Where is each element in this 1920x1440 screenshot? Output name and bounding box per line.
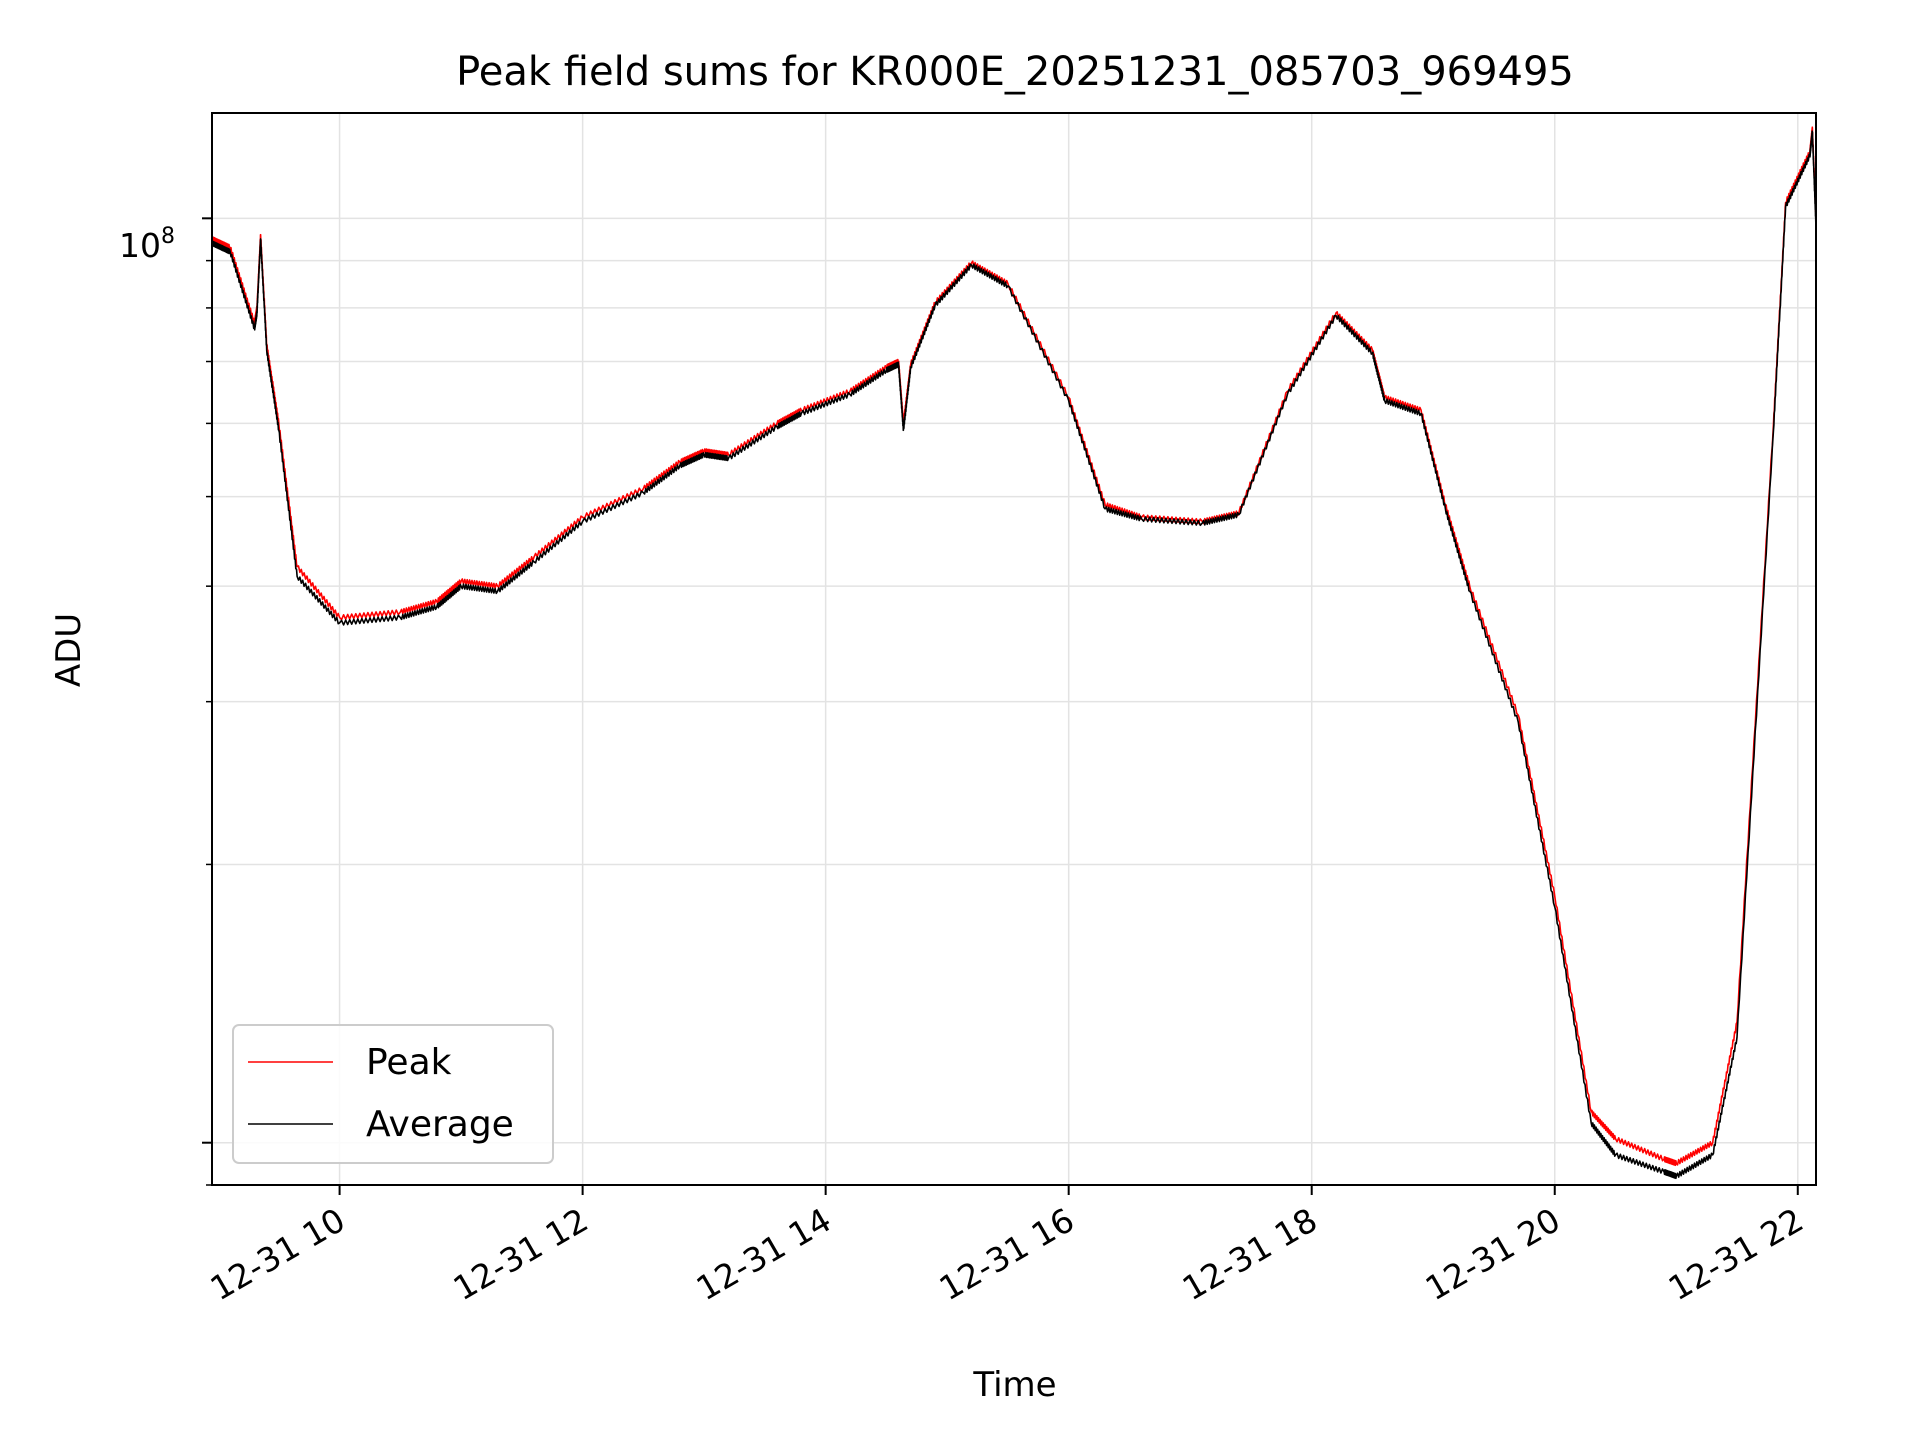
legend-label-peak: Peak — [366, 1042, 452, 1083]
legend: Peak Average — [232, 1024, 554, 1164]
grid — [212, 113, 1816, 1186]
plot-frame — [211, 112, 1817, 1186]
legend-box — [232, 1024, 554, 1164]
series-line-average — [211, 130, 1817, 1180]
y-axis-label: ADU — [49, 613, 89, 687]
y-tick-label-1e8: 108 — [119, 224, 175, 265]
chart-title: Peak field sums for KR000E_20251231_0857… — [456, 49, 1574, 95]
x-axis-label: Time — [972, 1365, 1056, 1405]
series-lines — [211, 126, 1817, 1180]
y-axis-ticks: 108 — [119, 217, 212, 1186]
legend-label-average: Average — [366, 1104, 514, 1145]
